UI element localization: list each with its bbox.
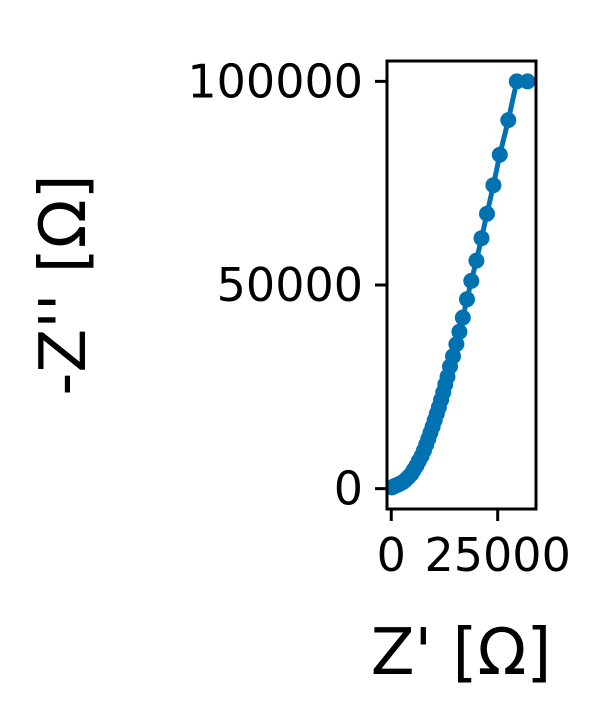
series-line (390, 78, 528, 490)
y-tick-label: 0 (334, 462, 363, 516)
x-tick-label: 0 (377, 528, 406, 582)
y-tick-label: 50000 (217, 258, 363, 312)
y-axis-label: -Z'' [Ω] (27, 174, 101, 395)
data-point (485, 177, 502, 194)
plot-frame (385, 59, 538, 511)
plot-area (387, 73, 536, 496)
data-point (500, 112, 517, 129)
data-point (463, 272, 480, 289)
x-axis: 0 25000 (377, 509, 571, 582)
y-tick-label: 100000 (187, 54, 363, 108)
data-point (448, 336, 465, 353)
x-tick-label: 25000 (425, 528, 571, 582)
data-point (473, 230, 490, 247)
x-axis-label: Z' [Ω] (371, 616, 552, 690)
data-point (519, 73, 536, 90)
y-axis: 0 50000 100000 (187, 54, 387, 516)
data-point (468, 252, 485, 269)
data-point (491, 146, 508, 163)
data-point (459, 291, 475, 308)
data-point (479, 205, 495, 222)
data-point (445, 348, 461, 365)
data-point (454, 309, 471, 326)
data-point (451, 323, 468, 340)
